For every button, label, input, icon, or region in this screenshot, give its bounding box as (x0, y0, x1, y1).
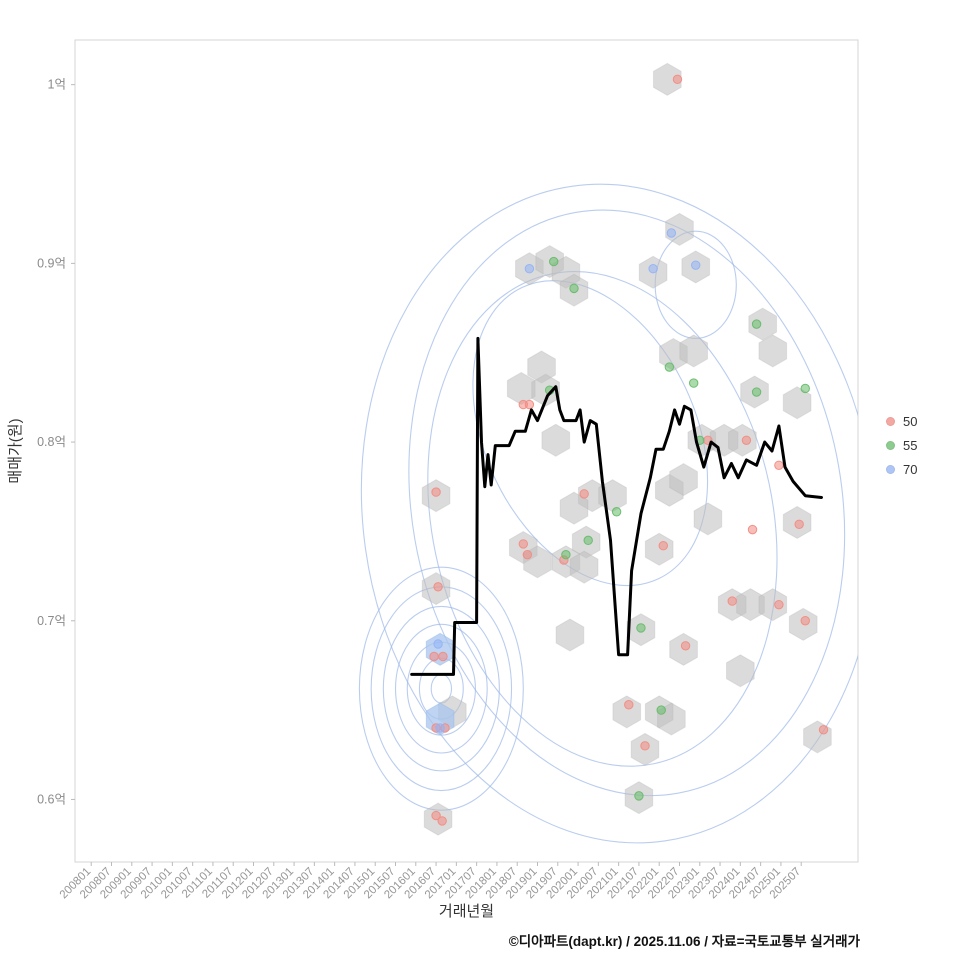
scatter-point-55 (636, 623, 646, 633)
scatter-point-70 (691, 260, 701, 270)
scatter-point-70 (433, 639, 443, 649)
scatter-point-50 (431, 487, 441, 497)
density-contour (382, 605, 500, 772)
legend-label: 55 (903, 438, 918, 453)
hexbin-cell (669, 463, 698, 497)
y-axis-title: 매매가(원) (7, 418, 24, 483)
x-axis-title: 거래년월 (439, 903, 494, 920)
hexbin-cell (679, 334, 709, 368)
y-tick-label: 0.6억 (37, 792, 66, 806)
scatter-point-50 (672, 74, 683, 85)
density-contour (472, 280, 709, 587)
legend-item-55[interactable]: 55 (886, 438, 917, 453)
scatter-point-55 (634, 791, 644, 801)
scatter-point-70 (524, 264, 535, 274)
scatter-point-50 (774, 599, 784, 610)
y-tick-label: 0.8억 (37, 435, 66, 449)
scatter-point-50 (794, 519, 804, 529)
plot-content (358, 62, 858, 844)
hexbin-cell (555, 618, 585, 652)
hexbin-cell (559, 491, 589, 525)
scatter-point-50 (522, 549, 533, 560)
hexbin-cell (758, 334, 788, 368)
hexbin-cell (612, 695, 642, 729)
hexbin-cell (748, 307, 778, 341)
scatter-point-50 (524, 399, 535, 410)
legend-item-70[interactable]: 70 (886, 462, 917, 477)
scatter-point-55 (569, 283, 579, 294)
scatter-point-55 (549, 256, 559, 267)
scatter-point-50 (579, 489, 589, 499)
scatter-point-50 (774, 460, 784, 470)
legend-label: 70 (903, 462, 918, 477)
scatter-point-50 (518, 539, 528, 549)
hexbin-cell (652, 62, 682, 96)
scatter-point-50 (747, 524, 758, 535)
scatter-point-55 (664, 362, 675, 372)
scatter-point-50 (818, 725, 829, 735)
density-contour (394, 623, 488, 754)
scatter-point-55 (751, 387, 762, 397)
hexbin-cell (693, 502, 723, 536)
hexbin-cell (758, 588, 788, 622)
scatter-point-50 (800, 616, 810, 626)
scatter-point-50 (437, 816, 447, 826)
hexbin-cell (782, 386, 812, 420)
scatter-point-70 (648, 264, 658, 274)
y-tick-label: 0.7억 (37, 614, 66, 628)
scatter-point-50 (438, 651, 448, 662)
scatter-point-50 (680, 641, 691, 651)
scatter-point-50 (658, 541, 668, 551)
scatter-point-50 (429, 651, 439, 662)
y-tick-label: 1억 (48, 78, 66, 92)
trend-line (410, 336, 823, 676)
hexbin-cell (569, 550, 599, 584)
scatter-point-55 (561, 549, 571, 560)
legend-dot-70 (886, 465, 895, 474)
chart-caption: ©디아파트(dapt.kr) / 2025.11.06 / 자료=국토교통부 실… (508, 934, 860, 949)
scatter-point-55 (688, 378, 699, 388)
scatter-point-55 (656, 705, 666, 715)
legend-label: 50 (903, 414, 918, 429)
density-contour (360, 183, 858, 844)
density-contour (408, 209, 846, 797)
hexbin-cell (725, 654, 755, 688)
scatter-point-55 (611, 507, 622, 517)
hexbin-cell (644, 532, 674, 566)
legend-item-50[interactable]: 50 (886, 414, 917, 429)
chart-legend: 50 55 70 (886, 414, 917, 477)
legend-dot-55 (886, 441, 895, 450)
scatter-point-55 (751, 319, 762, 329)
scatter-point-55 (800, 383, 810, 394)
scatter-point-70 (666, 228, 677, 238)
y-tick-label: 0.9억 (37, 256, 66, 270)
scatter-point-50 (741, 435, 752, 445)
legend-dot-50 (886, 417, 895, 426)
scatter-point-70 (435, 723, 445, 733)
scatter-point-50 (433, 582, 443, 592)
scatter-point-50 (431, 810, 441, 821)
hexbin-cell (541, 423, 571, 457)
scatter-point-50 (624, 700, 634, 710)
scatter-point-55 (583, 535, 593, 546)
scatter-point-50 (727, 596, 737, 606)
scatter-point-50 (640, 741, 650, 751)
